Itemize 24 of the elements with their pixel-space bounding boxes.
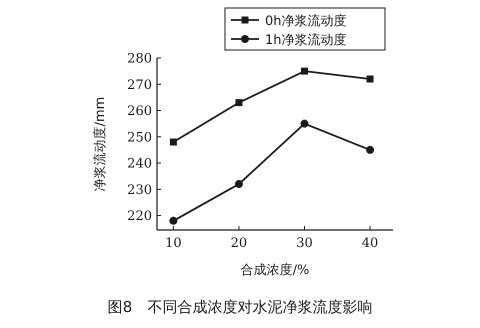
y-tick-label: 240	[127, 156, 152, 172]
point	[234, 180, 243, 188]
x-tick-label: 40	[362, 236, 378, 251]
x-axis-title: 合成浓度/%	[240, 262, 310, 278]
y-tick-label: 280	[127, 52, 152, 66]
point	[169, 216, 178, 225]
y-tick-label: 230	[127, 182, 152, 198]
point	[235, 99, 242, 106]
y-tick-label: 250	[127, 130, 152, 146]
y-tick-label: 260	[127, 104, 152, 120]
x-tick-label: 30	[296, 236, 313, 251]
y-tick-label: 220	[127, 209, 152, 224]
text: 图8 不同合成浓度对水泥净浆流度影响	[108, 298, 372, 316]
point	[301, 68, 308, 75]
x-tick-label: 20	[230, 236, 248, 251]
point	[366, 76, 374, 83]
y-axis-title: 净浆流动度/mm	[92, 96, 108, 192]
y-tick-label: 270	[127, 78, 152, 93]
point	[300, 120, 308, 128]
x-tick-label: 10	[165, 236, 182, 251]
legend-label: 0h净浆流动度	[265, 13, 347, 29]
point	[170, 138, 177, 146]
point	[366, 146, 374, 154]
legend-label: 1h净浆流动度	[265, 32, 347, 48]
